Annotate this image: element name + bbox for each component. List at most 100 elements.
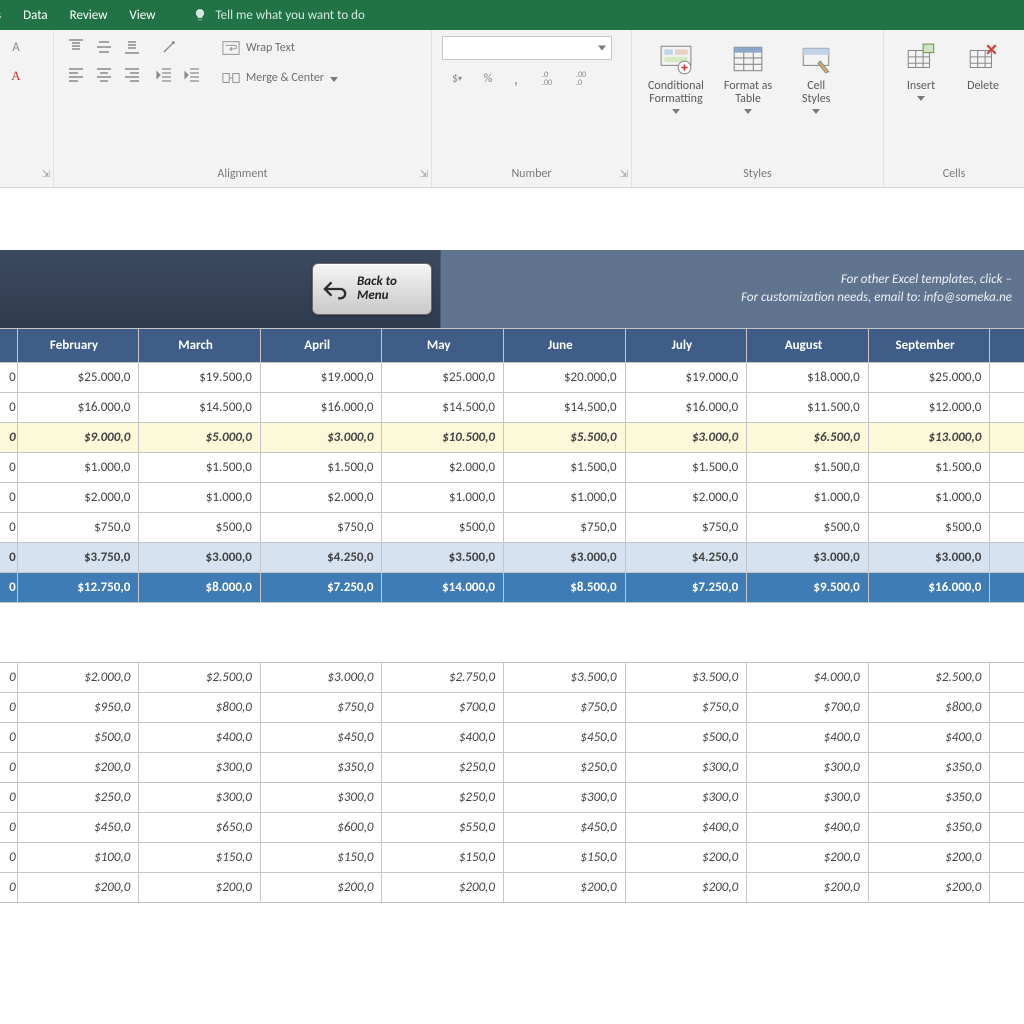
cell[interactable]: $25.000,0 — [382, 363, 504, 393]
row-lead-cell[interactable]: 0 — [0, 573, 17, 603]
cell[interactable]: $13.000,0 — [868, 423, 990, 453]
cell[interactable]: $350,0 — [868, 783, 990, 813]
cell[interactable]: $8.500,0 — [504, 573, 626, 603]
cell[interactable]: $2.000,0 — [625, 483, 747, 513]
cell[interactable]: $150,0 — [260, 843, 382, 873]
cell[interactable]: $300,0 — [504, 783, 626, 813]
cell[interactable]: $9.000,0 — [17, 423, 139, 453]
ribbon-tab-review[interactable]: Review — [66, 2, 126, 29]
cell[interactable]: $3.000,0 — [504, 543, 626, 573]
increase-decimal-button[interactable]: .0 .00 — [532, 68, 562, 90]
cell[interactable]: $14.500,0 — [382, 393, 504, 423]
cell[interactable]: $200,0 — [139, 873, 261, 903]
cell[interactable]: $12.750,0 — [17, 573, 139, 603]
cell[interactable]: $400,0 — [990, 723, 1024, 753]
cell[interactable]: $14.500,0 — [139, 393, 261, 423]
align-top-button[interactable] — [64, 36, 88, 58]
cell[interactable]: $14.500,0 — [504, 393, 626, 423]
cell[interactable]: $2.500,0 — [139, 663, 261, 693]
cell[interactable]: $25.000,0 — [17, 363, 139, 393]
cell[interactable]: $3.500,0 — [625, 663, 747, 693]
cell[interactable]: $6.500,0 — [747, 423, 869, 453]
cell[interactable]: $19.500,0 — [139, 363, 261, 393]
grow-font-button[interactable]: A — [4, 36, 28, 58]
cell[interactable]: $450,0 — [260, 723, 382, 753]
cell[interactable]: $300,0 — [747, 783, 869, 813]
row-lead-cell[interactable]: 0 — [0, 873, 17, 903]
row-lead-cell[interactable]: 0 — [0, 693, 17, 723]
orientation-button[interactable] — [152, 36, 186, 58]
table-row[interactable]: 0$200,0$300,0$350,0$250,0$250,0$300,0$30… — [0, 753, 1024, 783]
number-format-combo[interactable] — [442, 36, 612, 60]
cell[interactable]: $7.250,0 — [625, 573, 747, 603]
cell[interactable]: $300,0 — [990, 753, 1024, 783]
row-lead-cell[interactable]: 0 — [0, 843, 17, 873]
cell[interactable]: $2.000,0 — [260, 483, 382, 513]
table-row[interactable]: 0$450,0$650,0$600,0$550,0$450,0$400,0$40… — [0, 813, 1024, 843]
table-row[interactable]: 0$3.750,0$3.000,0$4.250,0$3.500,0$3.000,… — [0, 543, 1024, 573]
cell[interactable]: $3.000,0 — [260, 423, 382, 453]
cell[interactable]: $950,0 — [17, 693, 139, 723]
align-center-button[interactable] — [92, 64, 116, 86]
cell[interactable]: $3.000,0 — [260, 663, 382, 693]
cell[interactable]: $500,0 — [990, 513, 1024, 543]
cell[interactable]: $3.000,0 — [625, 423, 747, 453]
row-lead-cell[interactable]: 0 — [0, 513, 17, 543]
cell[interactable]: $2.000,0 — [382, 453, 504, 483]
table-row[interactable]: 0$200,0$200,0$200,0$200,0$200,0$200,0$20… — [0, 873, 1024, 903]
cell[interactable]: $350,0 — [868, 813, 990, 843]
tell-me-search[interactable]: Tell me what you want to do — [193, 8, 364, 23]
table-row[interactable]: 0$950,0$800,0$750,0$700,0$750,0$750,0$70… — [0, 693, 1024, 723]
cell[interactable]: $10.500,0 — [382, 423, 504, 453]
cell[interactable]: $25.000,0 — [868, 363, 990, 393]
col-may[interactable]: May — [382, 329, 504, 363]
align-bottom-button[interactable] — [120, 36, 144, 58]
cell[interactable]: $4.250,0 — [625, 543, 747, 573]
cell[interactable]: $1.500,0 — [504, 453, 626, 483]
cell[interactable]: $500,0 — [17, 723, 139, 753]
cell[interactable]: $500,0 — [868, 513, 990, 543]
cell[interactable]: $3.750,0 — [17, 543, 139, 573]
cell[interactable]: $350,0 — [260, 753, 382, 783]
cell[interactable]: $400,0 — [747, 813, 869, 843]
cell[interactable]: $500,0 — [139, 513, 261, 543]
cell[interactable]: $250,0 — [382, 783, 504, 813]
cell[interactable]: $19.000,0 — [260, 363, 382, 393]
align-right-button[interactable] — [120, 64, 144, 86]
cell[interactable]: $300,0 — [139, 783, 261, 813]
cell[interactable]: $14.000,0 — [382, 573, 504, 603]
cell[interactable]: $250,0 — [504, 753, 626, 783]
table-row[interactable]: 0$2.000,0$1.000,0$2.000,0$1.000,0$1.000,… — [0, 483, 1024, 513]
ribbon-tab-view[interactable]: View — [125, 2, 173, 29]
ribbon-tab-partial[interactable]: s — [0, 2, 19, 29]
cell[interactable]: $1.000,0 — [990, 483, 1024, 513]
cell[interactable]: $16.000,0 — [625, 393, 747, 423]
cell[interactable]: $250,0 — [382, 753, 504, 783]
row-lead-cell[interactable]: 0 — [0, 453, 17, 483]
cell[interactable]: $3.500,0 — [504, 663, 626, 693]
cell[interactable]: $5.500,0 — [504, 423, 626, 453]
conditional-formatting-button[interactable]: Conditional Formatting — [642, 36, 710, 114]
cell[interactable]: $400,0 — [382, 723, 504, 753]
cell[interactable]: $300,0 — [625, 753, 747, 783]
cell[interactable]: $750,0 — [625, 513, 747, 543]
cell[interactable]: $1.500,0 — [868, 453, 990, 483]
col-apr[interactable]: April — [260, 329, 382, 363]
col-jul[interactable]: July — [625, 329, 747, 363]
cell[interactable]: $150,0 — [382, 843, 504, 873]
align-middle-button[interactable] — [92, 36, 116, 58]
cell[interactable]: $700,0 — [382, 693, 504, 723]
cell[interactable]: $200,0 — [382, 873, 504, 903]
cell[interactable]: $2.500,0 — [868, 663, 990, 693]
cell[interactable]: $2.000,0 — [17, 663, 139, 693]
cell[interactable]: $750,0 — [260, 513, 382, 543]
cell[interactable]: $2.750,0 — [990, 663, 1024, 693]
cell[interactable]: $250,0 — [990, 873, 1024, 903]
cell[interactable]: $16.000,0 — [868, 573, 990, 603]
cell[interactable]: $4.000,0 — [747, 663, 869, 693]
table-row[interactable]: 0$2.000,0$2.500,0$3.000,0$2.750,0$3.500,… — [0, 663, 1024, 693]
table-row[interactable]: 0$750,0$500,0$750,0$500,0$750,0$750,0$50… — [0, 513, 1024, 543]
cell[interactable]: $750,0 — [17, 513, 139, 543]
cell[interactable]: $1.000,0 — [868, 483, 990, 513]
cell[interactable]: $4.250,0 — [260, 543, 382, 573]
